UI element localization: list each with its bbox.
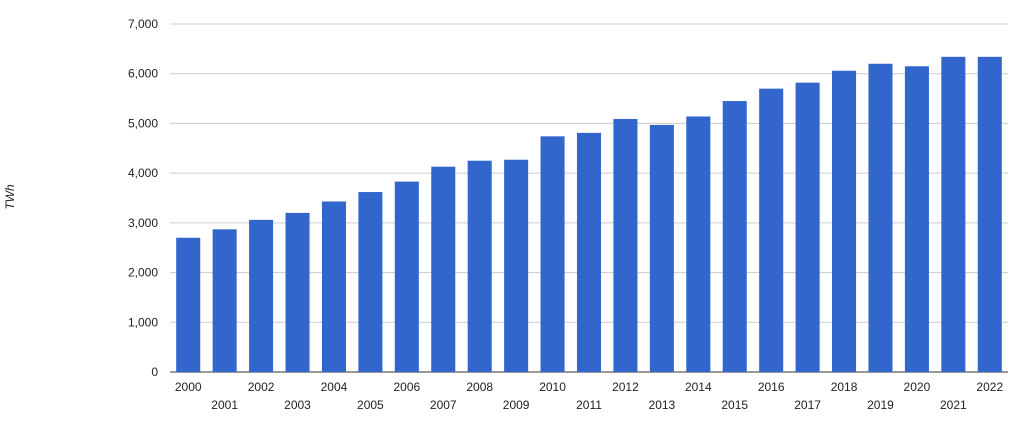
y-tick-label: 0 [151,365,158,379]
bar-2020 [904,66,929,372]
x-tick-label: 2011 [576,398,602,412]
bar-2000 [176,237,201,372]
x-tick-label: 2002 [248,380,275,394]
x-tick-label: 2013 [649,398,676,412]
bar-2011 [576,132,602,372]
bar-2019 [868,63,893,373]
bar-2012 [613,118,638,372]
y-tick-label: 1,000 [128,315,158,329]
y-tick-label: 6,000 [128,67,158,81]
bar-2001 [212,229,237,372]
y-tick-label: 7,000 [128,17,158,31]
x-tick-label: 2021 [940,398,967,412]
bar-2018 [832,70,857,372]
x-tick-label: 2008 [466,380,493,394]
bar-2021 [941,56,966,372]
x-tick-label: 2015 [721,398,748,412]
bar-2017 [795,82,820,373]
x-tick-label: 2022 [976,380,1003,394]
x-axis-ticks: 2000 2001 2002 2003 2004 2005 2006 2007 2008 2009… [175,380,1004,412]
bar-2002 [249,219,274,372]
y-tick-label: 2,000 [128,266,158,280]
bar-2010 [540,136,565,372]
y-tick-label: 4,000 [128,166,158,180]
x-tick-label: 2007 [430,398,457,412]
x-tick-label: 2014 [685,380,712,394]
x-tick-label: 2018 [831,380,858,394]
bar-2013 [649,124,674,372]
x-tick-label: 2005 [357,398,384,412]
bar-2006 [394,181,419,372]
bar-2007 [431,166,456,372]
x-tick-label: 2001 [211,398,238,412]
x-tick-label: 2000 [175,380,202,394]
bar-2004 [321,201,346,372]
x-tick-label: 2004 [321,380,348,394]
bar-2016 [759,88,784,372]
x-tick-label: 2016 [758,380,785,394]
x-tick-label: 2006 [393,380,420,394]
y-tick-label: 5,000 [128,116,158,130]
x-tick-label: 2012 [612,380,639,394]
y-axis-label: TWh [3,184,17,210]
bars [176,56,1002,373]
x-tick-label: 2019 [867,398,894,412]
bar-2009 [504,159,529,372]
y-tick-label: 3,000 [128,216,158,230]
bar-2022 [977,56,1002,372]
x-tick-label: 2017 [794,398,821,412]
x-tick-label: 2003 [284,398,311,412]
bar-2003 [285,212,310,372]
bar-2014 [686,116,711,373]
bar-2015 [722,101,747,373]
x-tick-label: 2010 [539,380,566,394]
x-tick-label: 2009 [503,398,530,412]
x-tick-label: 2020 [904,380,931,394]
bar-2005 [358,192,383,372]
bar-2008 [467,160,492,372]
y-axis-ticks: 0 1,000 2,000 3,000 4,000 5,000 6,000 7,000 [128,17,158,379]
